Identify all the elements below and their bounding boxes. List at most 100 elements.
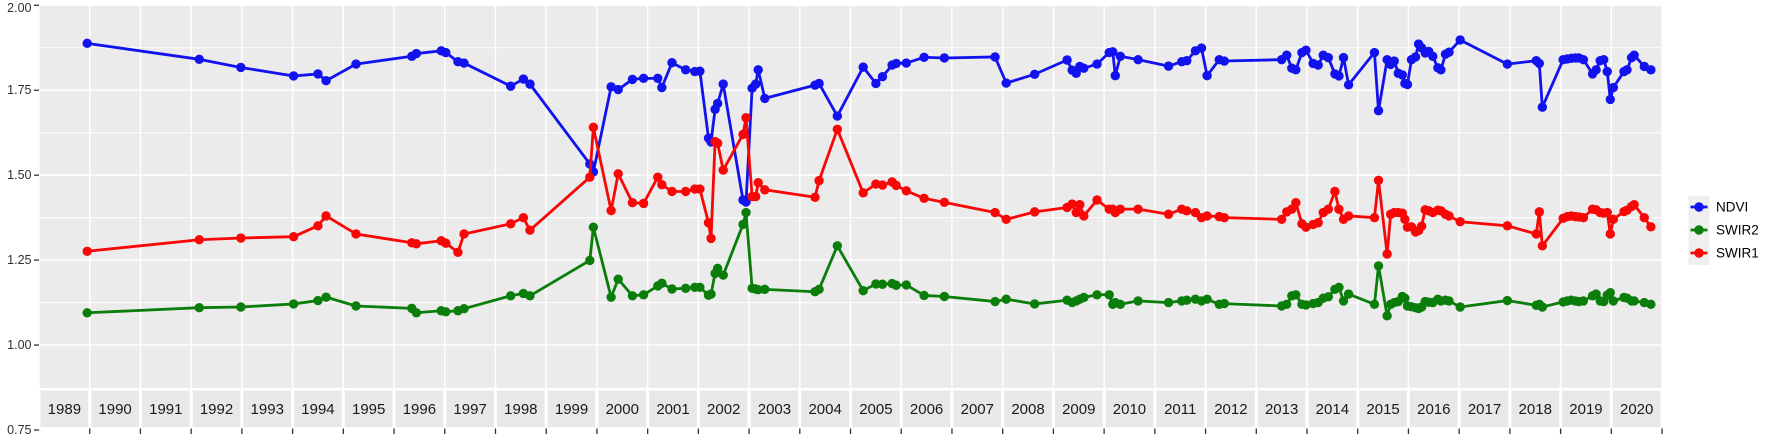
- y-axis-label: 1.00: [7, 338, 31, 352]
- data-point-swir2: [1591, 289, 1601, 299]
- data-point-swir2: [613, 274, 623, 284]
- series-line-ndvi: [85, 38, 1653, 204]
- data-point-swir2: [680, 283, 691, 294]
- year-strip-label: 1990: [98, 401, 131, 418]
- data-point-swir2: [1608, 296, 1619, 306]
- year-strip-label: 2008: [1011, 401, 1044, 418]
- data-point-ndvi: [1343, 80, 1354, 90]
- data-point-swir2: [585, 255, 595, 266]
- data-point-ndvi: [1079, 63, 1089, 73]
- legend: NDVI SWIR2 SWIR1: [1688, 196, 1759, 265]
- data-point-ndvi: [1605, 94, 1616, 105]
- data-point-swir1: [1343, 211, 1354, 221]
- data-point-ndvi: [1110, 70, 1120, 81]
- data-point-ndvi: [1537, 102, 1548, 112]
- data-point-ndvi: [1402, 79, 1413, 90]
- data-point-swir1: [1578, 212, 1589, 223]
- year-strip: [40, 390, 89, 427]
- data-point-ndvi: [288, 71, 299, 81]
- data-point-swir2: [1115, 299, 1126, 309]
- data-point-ndvi: [718, 79, 728, 89]
- year-strip: [294, 390, 342, 427]
- data-point-swir1: [703, 218, 714, 228]
- data-point-swir2: [236, 302, 246, 312]
- year-strip: [1004, 390, 1052, 427]
- data-point-swir1: [657, 179, 667, 190]
- year-strip: [243, 390, 292, 427]
- data-point-swir2: [695, 282, 705, 293]
- data-point-ndvi: [814, 78, 824, 89]
- data-point-swir2: [741, 207, 751, 218]
- data-point-ndvi: [653, 73, 663, 84]
- data-point-swir2: [1455, 302, 1465, 312]
- data-point-swir1: [459, 229, 469, 239]
- data-point-ndvi: [1608, 82, 1619, 93]
- data-point-swir2: [459, 304, 469, 314]
- data-point-swir2: [1382, 311, 1392, 321]
- legend-label-swir2: SWIR2: [1716, 223, 1759, 238]
- data-point-swir2: [667, 284, 677, 294]
- data-point-ndvi: [1410, 52, 1421, 62]
- data-point-swir2: [627, 291, 638, 301]
- year-strip: [750, 390, 799, 427]
- year-strip: [1359, 390, 1407, 427]
- year-strip: [1511, 390, 1560, 427]
- data-point-ndvi: [1591, 65, 1601, 75]
- year-strip-label: 2004: [808, 401, 841, 418]
- year-strip-label: 2012: [1214, 401, 1247, 418]
- data-point-ndvi: [1001, 78, 1011, 88]
- data-point-swir2: [877, 279, 888, 289]
- legend-key-point-swir2: [1694, 225, 1704, 235]
- data-point-ndvi: [939, 53, 950, 63]
- legend-key-point-swir1: [1694, 248, 1704, 258]
- year-strip-label: 2009: [1062, 401, 1095, 418]
- data-point-ndvi: [1313, 60, 1323, 70]
- data-point-swir2: [1629, 296, 1639, 306]
- data-point-swir2: [712, 263, 723, 273]
- data-point-ndvi: [82, 38, 92, 49]
- year-strip-label: 2006: [910, 401, 943, 418]
- data-point-ndvi: [459, 58, 469, 68]
- year-strip-label: 2005: [859, 401, 892, 418]
- data-point-swir2: [351, 301, 361, 311]
- data-point-swir1: [680, 186, 691, 197]
- data-point-ndvi: [680, 65, 691, 75]
- data-point-swir1: [706, 233, 716, 244]
- data-point-swir1: [741, 113, 751, 123]
- data-point-swir2: [1323, 292, 1334, 302]
- data-point-swir1: [1608, 214, 1619, 225]
- data-point-swir1: [738, 129, 748, 140]
- year-strip: [496, 390, 545, 427]
- data-point-swir1: [585, 172, 595, 182]
- data-point-swir1: [667, 186, 677, 197]
- data-point-ndvi: [1397, 70, 1408, 80]
- data-point-swir1: [939, 197, 950, 208]
- year-strip: [1562, 390, 1610, 427]
- data-point-swir2: [990, 296, 1000, 307]
- legend-label-swir1: SWIR1: [1716, 246, 1759, 261]
- data-point-swir1: [810, 192, 820, 202]
- year-strip: [1257, 390, 1306, 427]
- data-point-swir2: [588, 222, 599, 232]
- data-point-swir1: [1537, 241, 1548, 251]
- year-strip-label: 1997: [453, 401, 486, 418]
- data-point-swir2: [657, 278, 667, 288]
- data-point-ndvi: [1389, 56, 1399, 66]
- data-point-swir1: [441, 238, 451, 248]
- data-point-swir1: [1133, 204, 1143, 214]
- data-point-ndvi: [1436, 65, 1446, 75]
- year-strip-label: 1989: [48, 401, 81, 418]
- data-point-swir2: [1133, 296, 1143, 306]
- data-point-swir1: [1163, 209, 1174, 219]
- data-point-swir1: [814, 175, 824, 186]
- data-point-swir1: [760, 185, 770, 195]
- data-point-ndvi: [1202, 70, 1212, 81]
- year-strip-label: 2011: [1164, 401, 1196, 418]
- data-point-ndvi: [877, 71, 888, 82]
- year-strip-label: 2020: [1620, 401, 1653, 418]
- data-point-swir1: [1534, 207, 1544, 217]
- data-point-swir1: [606, 205, 616, 216]
- data-point-swir1: [518, 212, 529, 223]
- year-strip-label: 2014: [1316, 401, 1349, 418]
- data-point-swir1: [1416, 221, 1427, 231]
